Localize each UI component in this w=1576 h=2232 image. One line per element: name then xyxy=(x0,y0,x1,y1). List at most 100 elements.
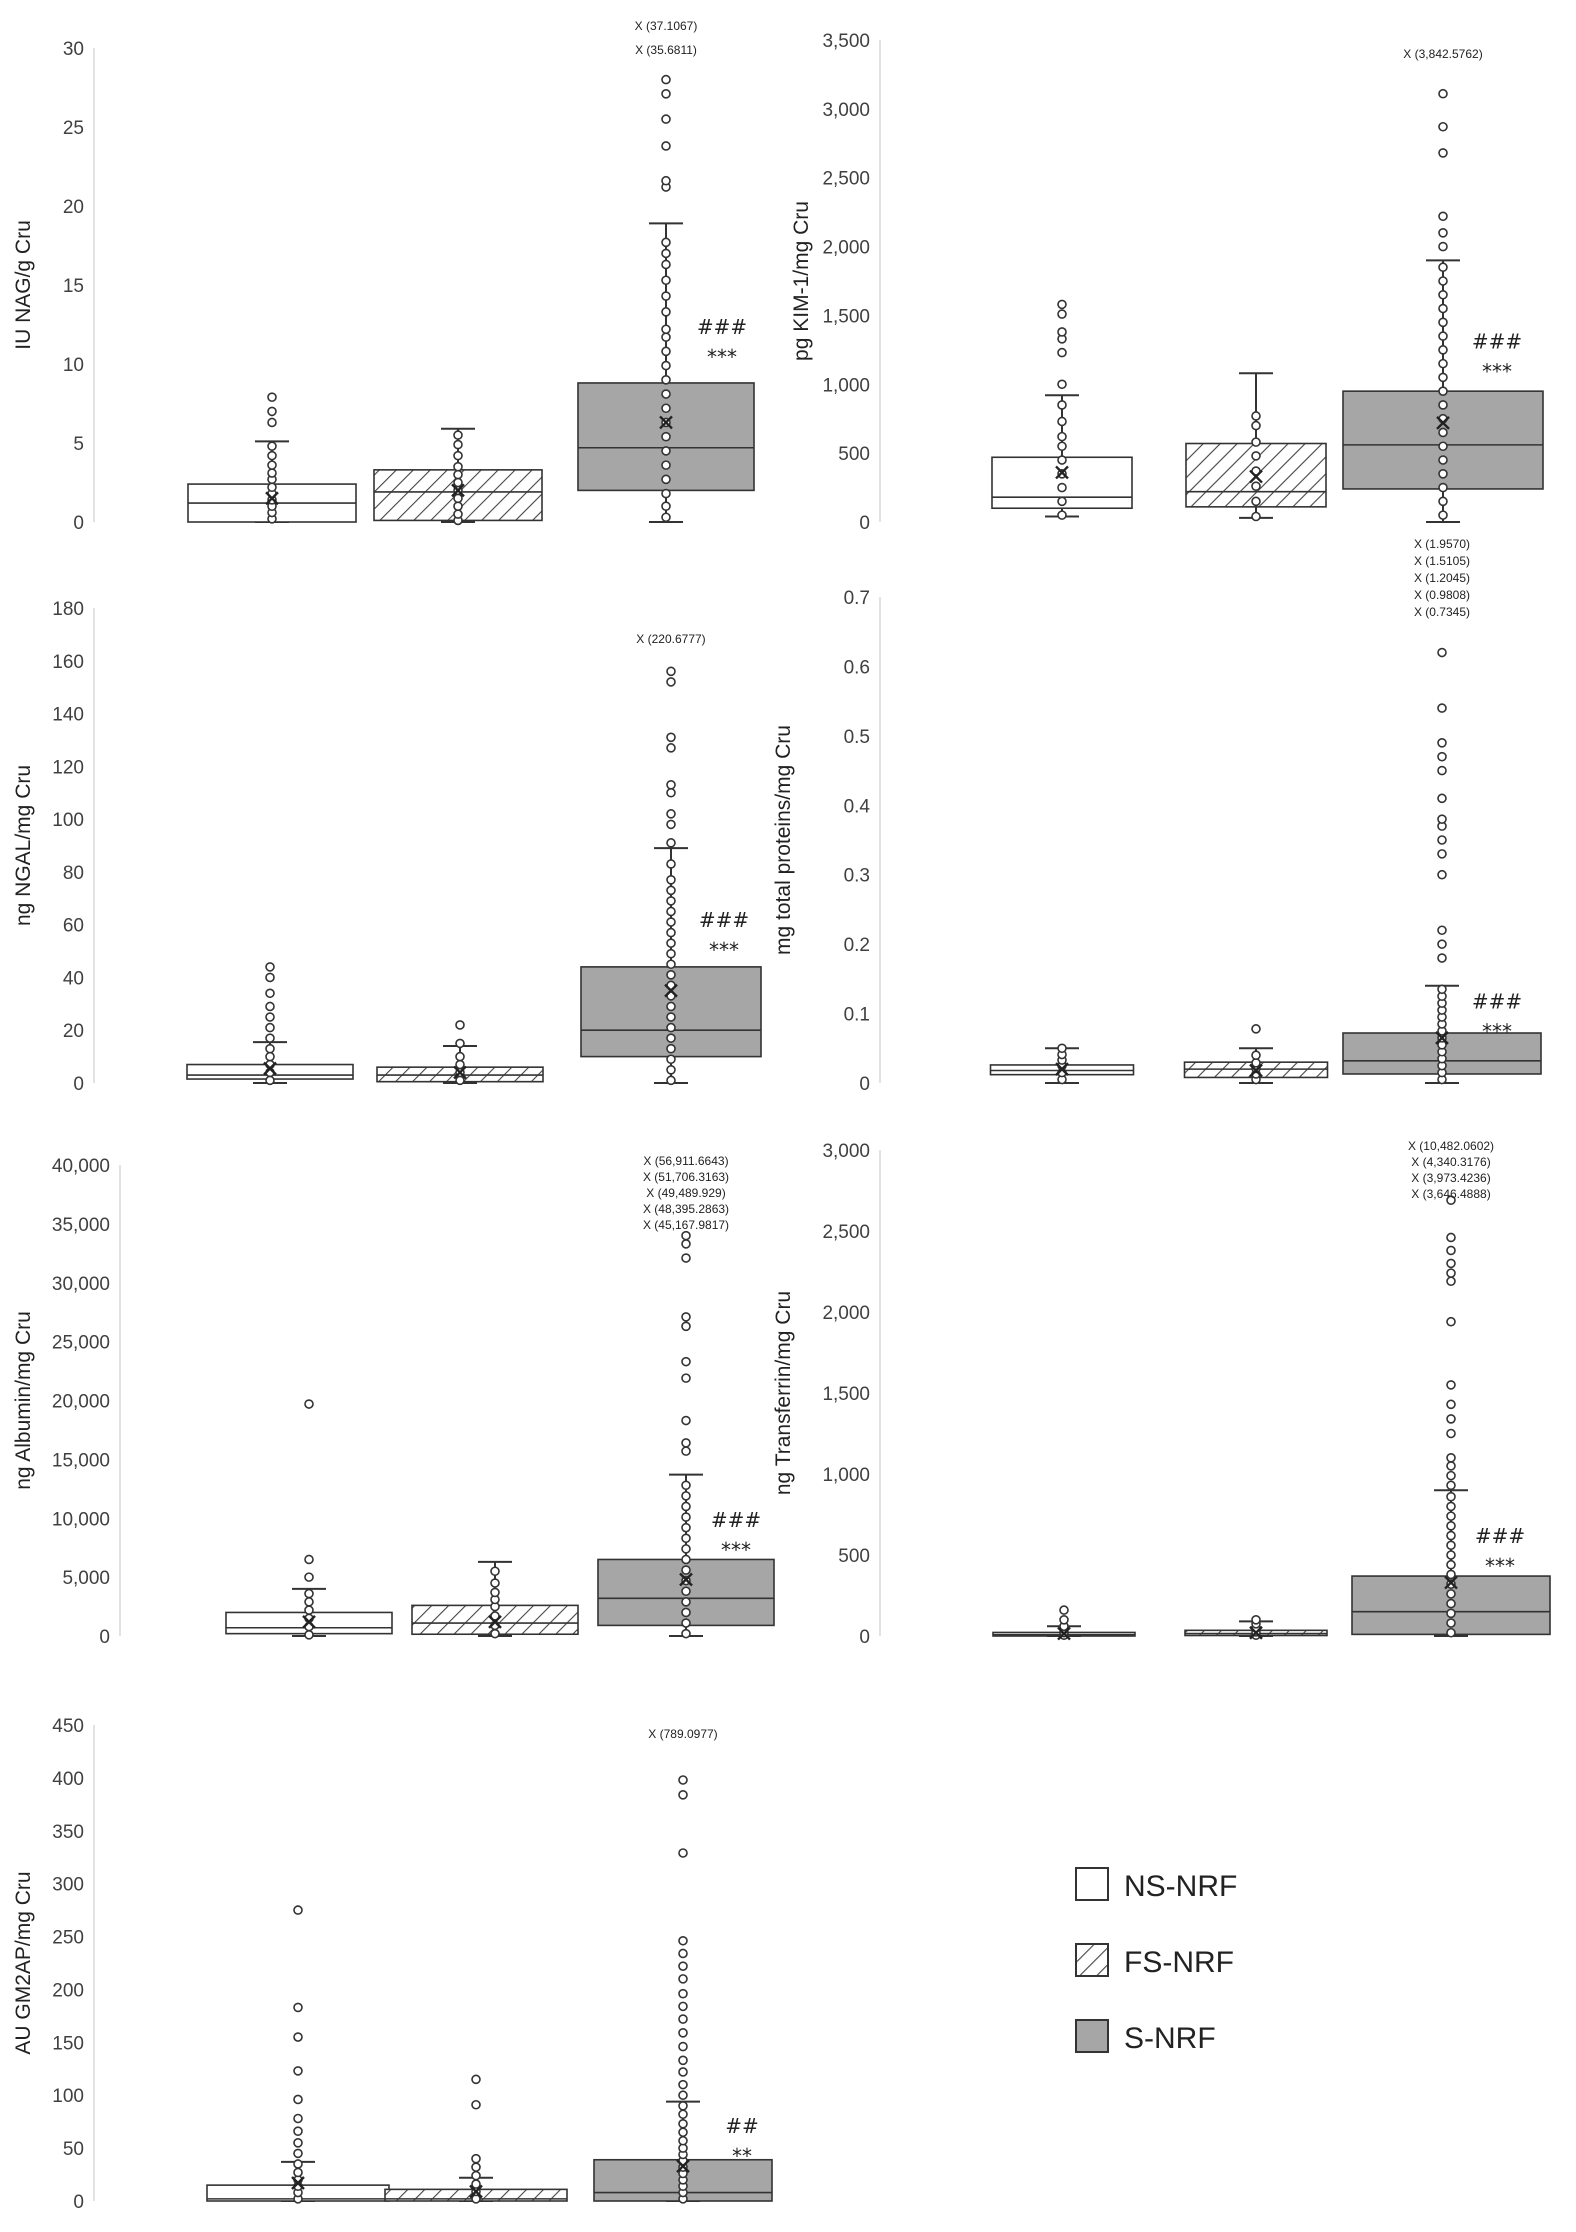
off-scale-value: X (45,167.9817) xyxy=(643,1218,729,1232)
off-scale-value: X (48,395.2863) xyxy=(643,1202,729,1216)
off-scale-value: X (10,482.0602) xyxy=(1408,1139,1494,1153)
y-tick-label: 0.7 xyxy=(844,588,870,609)
mean-marker xyxy=(664,983,678,998)
outlier-point xyxy=(267,468,277,478)
significance-star: *** xyxy=(709,938,739,962)
outlier-point xyxy=(1057,416,1067,427)
box-fs-nrf xyxy=(384,2074,568,2204)
outlier-point xyxy=(678,2001,688,2012)
outlier-point xyxy=(1446,1276,1456,1287)
outlier-point xyxy=(661,259,671,270)
outlier-point xyxy=(471,2179,481,2189)
y-tick-label: 180 xyxy=(52,599,84,620)
y-tick-label: 500 xyxy=(838,1546,870,1567)
mean-marker xyxy=(1249,469,1263,484)
outlier-point xyxy=(1437,814,1447,824)
outlier-point xyxy=(681,1446,691,1456)
outlier-point xyxy=(1251,496,1261,507)
significance-hash: ### xyxy=(697,315,747,339)
outlier-point xyxy=(661,248,671,259)
significance-star: *** xyxy=(1482,359,1512,383)
outlier-point xyxy=(1251,411,1261,421)
outlier-point xyxy=(490,1611,500,1621)
outlier-point xyxy=(1251,437,1261,447)
outlier-point xyxy=(293,1905,303,1915)
outlier-point xyxy=(267,441,277,451)
y-tick-label: 15 xyxy=(63,276,84,297)
y-tick-label: 0 xyxy=(73,2192,84,2213)
significance-star: *** xyxy=(707,345,737,369)
outlier-point xyxy=(678,1974,688,1984)
outlier-point xyxy=(1059,1615,1069,1625)
outlier-point xyxy=(1446,1480,1456,1491)
outlier-point xyxy=(1446,1491,1456,1502)
outlier-point xyxy=(661,346,671,357)
y-axis-label: pg KIM-1/mg Cru xyxy=(790,201,813,361)
outlier-point xyxy=(293,2126,303,2136)
outlier-point xyxy=(490,1566,500,1577)
outlier-point xyxy=(661,324,671,335)
outlier-point xyxy=(1446,1540,1456,1551)
outlier-point xyxy=(304,1554,314,1565)
y-tick-label: 500 xyxy=(838,444,870,465)
outlier-point xyxy=(1438,441,1448,452)
outlier-point xyxy=(678,2109,688,2120)
outlier-point xyxy=(661,237,671,248)
y-tick-label: 150 xyxy=(52,2033,84,2054)
outlier-point xyxy=(1437,849,1447,859)
y-axis-label: ng NGAL/mg Cru xyxy=(12,765,35,926)
outlier-point xyxy=(1438,510,1448,520)
outlier-point xyxy=(678,2067,688,2077)
outlier-point xyxy=(453,430,463,440)
y-tick-label: 200 xyxy=(52,1980,84,2001)
y-tick-label: 0 xyxy=(73,1074,84,1095)
mean-marker xyxy=(1055,1062,1069,1076)
outlier-point xyxy=(1446,1453,1456,1463)
significance-star: ** xyxy=(732,2144,752,2168)
outlier-point xyxy=(678,1988,688,1999)
outlier-point xyxy=(453,477,463,488)
outlier-point xyxy=(1446,1589,1456,1599)
outlier-point xyxy=(661,403,671,414)
box-ns-nrf xyxy=(206,1905,390,2204)
y-tick-label: 15,000 xyxy=(52,1450,110,1471)
outlier-point xyxy=(1446,1258,1456,1269)
outlier-point xyxy=(471,2162,481,2172)
box-ns-nrf xyxy=(225,1399,393,1640)
y-tick-label: 100 xyxy=(52,810,84,831)
legend-label-s: S-NRF xyxy=(1124,2022,1216,2055)
off-scale-value: X (0.7345) xyxy=(1414,605,1470,619)
y-tick-label: 20 xyxy=(63,197,84,218)
outlier-point xyxy=(1438,358,1448,369)
box-s-nrf xyxy=(1342,88,1544,523)
mean-marker xyxy=(1249,1625,1263,1640)
outlier-point xyxy=(471,2170,481,2181)
outlier-point xyxy=(304,1630,314,1640)
outlier-point xyxy=(471,2099,481,2110)
box-ns-nrf xyxy=(186,962,354,1086)
outlier-point xyxy=(681,1312,691,1322)
outlier-point xyxy=(490,1578,500,1588)
y-tick-label: 1,000 xyxy=(822,1465,870,1486)
y-tick-label: 0.2 xyxy=(844,935,870,956)
outlier-point xyxy=(1438,289,1448,300)
y-axis-label: AU GM2AP/mg Cru xyxy=(12,1871,35,2054)
outlier-point xyxy=(265,962,275,972)
off-scale-value: X (35.6811) xyxy=(635,43,697,57)
outlier-point xyxy=(678,1790,688,1800)
y-tick-label: 20 xyxy=(63,1021,84,1042)
y-tick-label: 0.6 xyxy=(844,657,870,678)
outlier-point xyxy=(678,1848,688,1858)
outlier-point xyxy=(304,1588,314,1599)
off-scale-value: X (1.5105) xyxy=(1414,554,1470,568)
box-s-nrf xyxy=(577,74,755,523)
outlier-point xyxy=(661,360,671,371)
y-axis-label: ng Albumin/mg Cru xyxy=(12,1311,35,1490)
outlier-point xyxy=(293,2148,303,2159)
outlier-point xyxy=(681,1321,691,1332)
outlier-point xyxy=(666,1022,676,1033)
outlier-point xyxy=(661,389,671,399)
y-tick-label: 0 xyxy=(73,513,84,534)
outlier-point xyxy=(1437,647,1447,658)
y-tick-label: 350 xyxy=(52,1822,84,1843)
